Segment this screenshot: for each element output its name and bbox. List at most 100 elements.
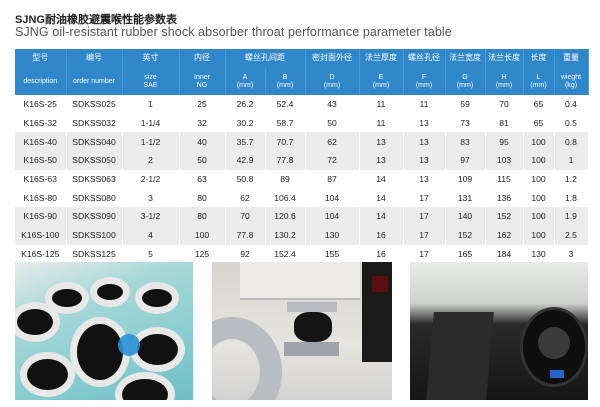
table-cell: 100 <box>523 207 555 226</box>
header-cn-cell: 法兰宽度 <box>445 49 486 68</box>
table-cell: 77.8 <box>265 151 306 170</box>
table-cell: 2 <box>122 151 180 170</box>
table-cell: 100 <box>179 225 226 245</box>
header-en-cell: E (mm) <box>359 68 404 95</box>
table-cell: 30.2 <box>225 113 266 133</box>
header-cn-cell: 内径 <box>179 49 226 68</box>
table-cell: 1-1/4 <box>122 113 180 133</box>
table-cell: K16S-25 <box>15 95 67 114</box>
header-en-line: wieght <box>560 74 582 82</box>
table-cell: 87 <box>305 169 360 189</box>
table-cell: 72 <box>305 151 360 170</box>
table-cell: 26.2 <box>225 95 266 114</box>
table-cell: 2-1/2 <box>122 169 180 189</box>
table-cell: 50.8 <box>225 169 266 189</box>
table-cell: K16S-50 <box>15 151 67 170</box>
header-en-cell: B (mm) <box>265 68 306 95</box>
photo-test-equipment <box>410 262 588 400</box>
table-cell: 16 <box>359 244 404 264</box>
header-cn-cell: 法兰厚度 <box>359 49 404 68</box>
table-cell: K16S-63 <box>15 169 67 189</box>
table-cell: 130 <box>523 244 555 264</box>
table-cell: SDKSS100 <box>66 225 123 245</box>
table-cell: 1 <box>554 151 589 170</box>
header-cn-cell: 重量 <box>554 49 589 68</box>
header-en-line: SAE <box>143 81 158 89</box>
table-cell: 65 <box>523 95 555 114</box>
header-cn-cell: 型号 <box>15 49 67 68</box>
table-cell: 80 <box>179 188 226 208</box>
table-cell: 95 <box>485 132 524 152</box>
header-en-line: description <box>23 77 58 85</box>
table-cell: 3 <box>122 188 180 208</box>
table-cell: 100 <box>523 225 555 245</box>
header-cn-cell: 螺丝孔径 <box>403 49 446 68</box>
table-row: K16S-90 SDKSS090 3-1/2 80 70 120.6 104 14 17 140 1… <box>15 207 589 226</box>
header-en-cell: F (mm) <box>403 68 446 95</box>
header-en-line: D <box>329 74 335 82</box>
table-row: K16S-40 SDKSS040 1-1/2 40 35.7 70.7 62 13 13 83 95… <box>15 132 589 152</box>
header-en-line: NG <box>196 81 208 89</box>
table-cell: 40 <box>179 132 226 152</box>
header-en-line: G <box>462 74 468 82</box>
table-cell: 1.8 <box>554 188 589 208</box>
table-cell: 13 <box>359 151 404 170</box>
table-row: K16S-125 SDKSS125 5 125 92 152.4 155 16 17 165 184… <box>15 244 589 264</box>
header-row-cn: 型号 编号 英寸 内径 螺丝孔间距 密封面外径 法兰厚度 螺丝孔径 法兰宽度 法兰长度 长度 重量 <box>15 49 589 68</box>
table-cell: 52.4 <box>265 95 306 114</box>
table-cell: 140 <box>445 207 486 226</box>
table-cell: 131 <box>445 188 486 208</box>
table-cell: 184 <box>485 244 524 264</box>
table-cell: SDKSS050 <box>66 151 123 170</box>
table-cell: 70 <box>485 95 524 114</box>
table-cell: 92 <box>225 244 266 264</box>
table-cell: 103 <box>485 151 524 170</box>
title-cn: SJNG耐油橡胶避震喉性能参数表 <box>15 14 177 26</box>
table-cell: SDKSS025 <box>66 95 123 114</box>
table-cell: 17 <box>403 188 446 208</box>
table-cell: SDKSS090 <box>66 207 123 226</box>
table-cell: 73 <box>445 113 486 133</box>
table-cell: 65 <box>523 113 555 133</box>
table-cell: 106.4 <box>265 188 306 208</box>
table-cell: 80 <box>179 207 226 226</box>
header-en-line: (mm) <box>495 81 513 89</box>
table-cell: 1 <box>122 95 180 114</box>
table-cell: 1-1/2 <box>122 132 180 152</box>
header-en-cell: G (mm) <box>445 68 486 95</box>
table-cell: 13 <box>359 132 404 152</box>
header-cn-cell: 法兰长度 <box>485 49 524 68</box>
table-cell: 13 <box>403 132 446 152</box>
table-row: K16S-50 SDKSS050 2 50 42.9 77.8 72 13 13 97 103 100… <box>15 151 589 170</box>
table-row: K16S-80 SDKSS080 3 80 62 106.4 104 14 17 131 136 10… <box>15 188 589 208</box>
table-cell: 25 <box>179 95 226 114</box>
table-cell: 77.8 <box>225 225 266 245</box>
table-cell: 59 <box>445 95 486 114</box>
header-en-cell: L (mm) <box>523 68 555 95</box>
table-cell: 2.5 <box>554 225 589 245</box>
header-en-line: Inner <box>194 74 210 82</box>
table-row: K16S-32 SDKSS032 1-1/4 32 30.2 58.7 50 11 13 73 81… <box>15 113 589 133</box>
table-cell: 42.9 <box>225 151 266 170</box>
watermark-logo-icon <box>118 334 140 356</box>
header-cn-cell: 编号 <box>66 49 123 68</box>
table-cell: 165 <box>445 244 486 264</box>
table-cell: 152 <box>445 225 486 245</box>
table-cell: 50 <box>179 151 226 170</box>
header-en-cell: D (mm) <box>305 68 360 95</box>
table-cell: K16S-40 <box>15 132 67 152</box>
header-en-cell: order number <box>66 68 123 95</box>
table-cell: SDKSS080 <box>66 188 123 208</box>
table-cell: 4 <box>122 225 180 245</box>
table-cell: 115 <box>485 169 524 189</box>
table-cell: 155 <box>305 244 360 264</box>
table-cell: 100 <box>523 132 555 152</box>
header-en-line: order number <box>72 77 116 85</box>
photo-test-bench <box>212 262 392 400</box>
table-cell: 17 <box>403 244 446 264</box>
table-cell: 3-1/2 <box>122 207 180 226</box>
header-en-cell: A (mm) <box>225 68 266 95</box>
table-cell: 11 <box>359 113 404 133</box>
header-en-line: (mm) <box>236 81 254 89</box>
table-cell: K16S-80 <box>15 188 67 208</box>
